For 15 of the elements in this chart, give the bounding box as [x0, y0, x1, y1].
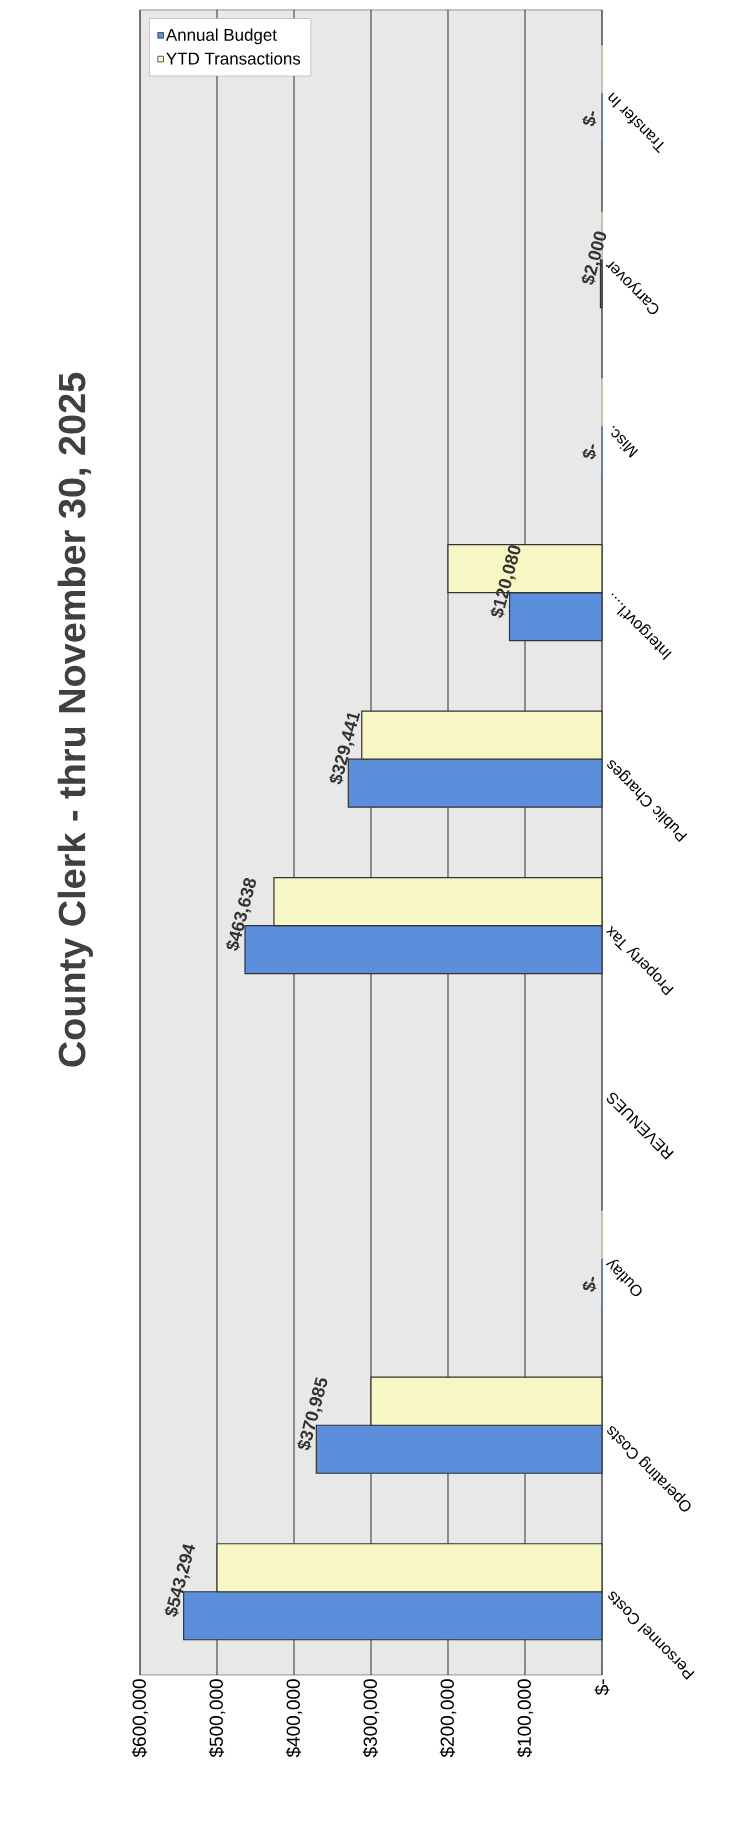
legend-label: YTD Transactions	[166, 52, 301, 65]
x-tick-label: $500,000	[208, 1679, 226, 1758]
text: County Clerk - thru November 30, 2025	[57, 372, 93, 1067]
data-label: $463,638	[225, 877, 256, 951]
x-tick-label: $200,000	[439, 1679, 457, 1758]
data-label: $-	[582, 444, 597, 460]
data-label: $-	[582, 1276, 597, 1292]
legend-label: Annual Budget	[165, 28, 277, 45]
data-label: $-	[582, 111, 597, 127]
x-tick-label: $400,000	[285, 1679, 303, 1758]
x-tick-label: $600,000	[131, 1679, 149, 1758]
x-tick-label: $-	[594, 1679, 610, 1696]
x-tick-label: $300,000	[362, 1679, 380, 1758]
data-label: $2,000	[581, 231, 607, 285]
x-tick-label: $100,000	[516, 1679, 534, 1758]
